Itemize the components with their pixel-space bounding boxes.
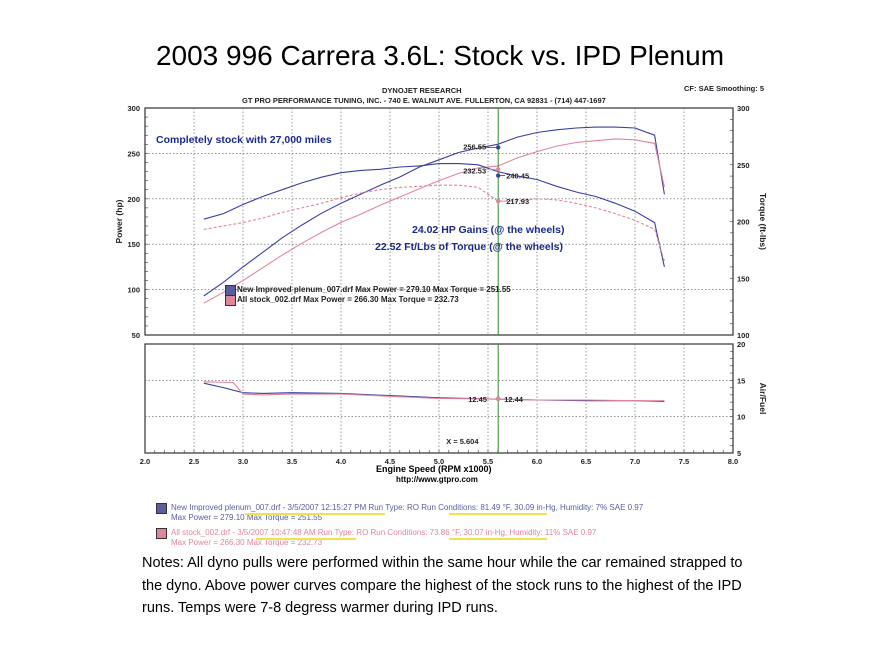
footer-ipd-line2: Max Power = 279.10 Max Torque = 251.55 bbox=[171, 513, 323, 522]
af-marker-dot bbox=[495, 396, 501, 402]
footer-stock-line1: All stock_002.drf - 3/5/2007 10:47:48 AM… bbox=[171, 528, 597, 537]
highlight-4 bbox=[256, 538, 356, 540]
marker-dot bbox=[495, 173, 501, 178]
marker-label: 232.53 bbox=[463, 166, 486, 175]
footer-ipd-line1: New Improved plenum_007.drf - 3/5/2007 1… bbox=[171, 503, 644, 512]
y2-tick-label: 150 bbox=[737, 274, 750, 283]
af-tick-label: 15 bbox=[737, 376, 745, 385]
sheet-url: http://www.gtpro.com bbox=[396, 475, 478, 484]
x-tick-label: 2.0 bbox=[140, 457, 150, 466]
y2-tick-label: 250 bbox=[737, 161, 750, 170]
x-tick-label: 2.5 bbox=[189, 457, 199, 466]
legend-stock-swatch bbox=[225, 295, 236, 306]
torque-line-ipd bbox=[203, 163, 665, 268]
y2-tick-label: 300 bbox=[737, 104, 750, 113]
x-tick-label: 5.0 bbox=[434, 457, 444, 466]
y-axis-title: Power (hp) bbox=[114, 199, 124, 243]
x-tick-label: 6.0 bbox=[532, 457, 542, 466]
x-tick-label: 6.5 bbox=[581, 457, 591, 466]
torque-line-stock bbox=[203, 184, 665, 262]
x-tick-label: 3.0 bbox=[238, 457, 248, 466]
af-tick-label: 20 bbox=[737, 340, 745, 349]
x-tick-label: 4.0 bbox=[336, 457, 346, 466]
x-tick-label: 7.5 bbox=[679, 457, 689, 466]
x-tick-label: 5.5 bbox=[483, 457, 493, 466]
power-line-stock bbox=[203, 138, 665, 304]
y-tick-label: 300 bbox=[127, 104, 140, 113]
af-line-ipd bbox=[203, 382, 665, 402]
power-line-ipd bbox=[203, 126, 665, 297]
highlight-2 bbox=[449, 538, 547, 540]
y-tick-label: 100 bbox=[127, 286, 140, 295]
marker-dot bbox=[495, 145, 501, 150]
hp-gain-note: 24.02 HP Gains (@ the wheels) bbox=[412, 224, 565, 236]
y-tick-label: 200 bbox=[127, 195, 140, 204]
highlight-1 bbox=[449, 513, 547, 515]
af-marker-label: 12.44 bbox=[504, 395, 524, 404]
marker-dot bbox=[495, 198, 501, 204]
marker-dot bbox=[495, 167, 501, 172]
marker-label: 217.93 bbox=[506, 197, 529, 206]
y2-axis-title: Torque (ft-lbs) bbox=[758, 193, 768, 250]
x-tick-label: 3.5 bbox=[287, 457, 297, 466]
marker-label: 240.45 bbox=[506, 172, 529, 181]
page-title: 2003 996 Carrera 3.6L: Stock vs. IPD Ple… bbox=[155, 40, 725, 71]
af-tick-label: 10 bbox=[737, 413, 745, 422]
x-tick-label: 4.5 bbox=[385, 457, 395, 466]
af-marker-label: 12.45 bbox=[468, 395, 487, 404]
y-tick-label: 50 bbox=[132, 331, 140, 340]
y-tick-label: 250 bbox=[127, 149, 140, 158]
stock-note: Completely stock with 27,000 miles bbox=[156, 134, 332, 146]
tq-gain-note: 22.52 Ft/Lbs of Torque (@ the wheels) bbox=[375, 241, 563, 253]
legend-ipd: New Improved plenum_007.drf Max Power = … bbox=[237, 285, 511, 294]
y2-tick-label: 100 bbox=[737, 331, 750, 340]
highlight-3 bbox=[245, 513, 385, 515]
cursor-label: X = 5.604 bbox=[446, 437, 479, 446]
dyno-header-title: DYNOJET RESEARCH bbox=[382, 86, 462, 95]
x-tick-label: 8.0 bbox=[728, 457, 738, 466]
dyno-header-right: CF: SAE Smoothing: 5 bbox=[684, 84, 764, 93]
af-line-stock bbox=[203, 381, 665, 402]
notes-paragraph: Notes: All dyno pulls were performed wit… bbox=[142, 555, 743, 616]
footer-ipd-swatch bbox=[156, 503, 167, 514]
af-tick-label: 5 bbox=[737, 449, 741, 458]
marker-label: 256.55 bbox=[463, 142, 486, 151]
footer-stock-line2: Max Power = 266.30 Max Torque = 232.73 bbox=[171, 538, 323, 547]
x-axis-label: Engine Speed (RPM x1000) bbox=[376, 464, 492, 474]
af-axis-title: Air/Fuel bbox=[758, 383, 768, 415]
dyno-sheet: DYNOJET RESEARCH GT PRO PERFORMANCE TUNI… bbox=[112, 84, 772, 494]
y-tick-label: 150 bbox=[127, 240, 140, 249]
dyno-header-shop: GT PRO PERFORMANCE TUNING, INC. - 740 E.… bbox=[242, 96, 606, 105]
legend-stock: All stock_002.drf Max Power = 266.30 Max… bbox=[237, 295, 459, 304]
footer-stock-swatch bbox=[156, 528, 167, 539]
x-tick-label: 7.0 bbox=[630, 457, 640, 466]
y2-tick-label: 200 bbox=[737, 218, 750, 227]
